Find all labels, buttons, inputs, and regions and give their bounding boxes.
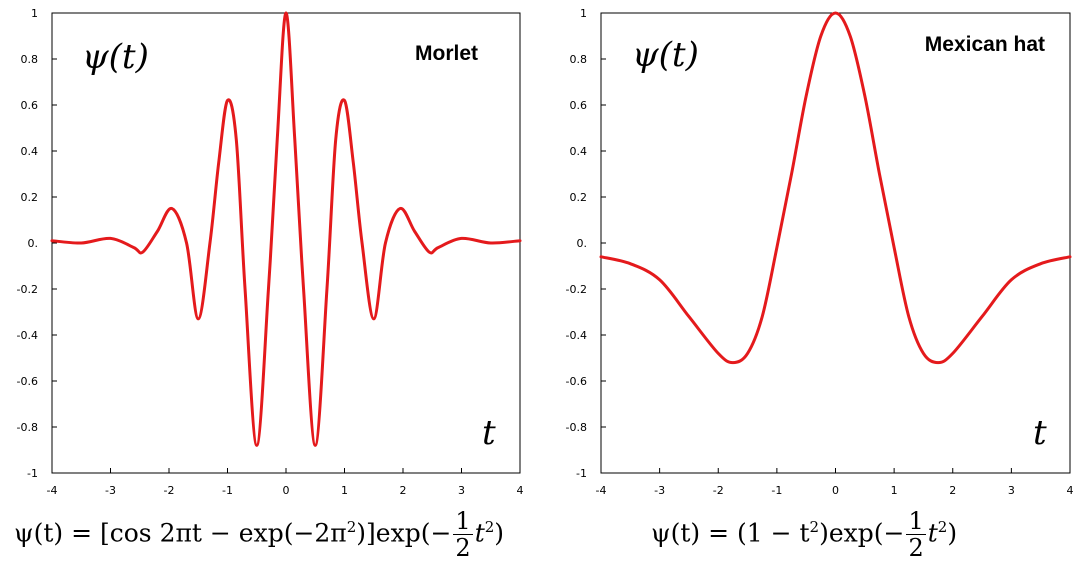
mexican-hat-xtick-label: 0 — [832, 484, 839, 497]
mexican-hat-ytick-label: -0.6 — [566, 375, 587, 388]
morlet-xtick-label: -2 — [164, 484, 175, 497]
mexican-hat-series-line — [599, 11, 1072, 365]
mexican-hat-formula-denominator: 2 — [908, 534, 924, 563]
morlet-ytick-label: 0.8 — [21, 53, 39, 66]
morlet-formula-denominator: 2 — [455, 534, 471, 563]
mexican-hat-ytick-label: 0.6 — [570, 99, 588, 112]
mexican-hat-xtick-label: -1 — [771, 484, 782, 497]
morlet-ytick-label: -0.2 — [17, 283, 38, 296]
morlet-ytick-label: -0.8 — [17, 421, 38, 434]
mexican-hat-formula-numerator: 1 — [906, 507, 926, 536]
mexican-hat-formula: ψ(t) = (1 − t2)exp(− 1 2 t2) — [651, 508, 957, 562]
mexican-hat-ytick-label: 0. — [577, 237, 588, 250]
morlet-xtick-label: 4 — [517, 484, 524, 497]
mexican-hat-xtick-label: 3 — [1008, 484, 1015, 497]
morlet-xtick-label: -4 — [47, 484, 58, 497]
mexican-hat-x-axis-label: t — [1033, 413, 1047, 453]
morlet-formula-mid: )]exp(− — [356, 518, 452, 548]
morlet-x-axis-label: t — [482, 413, 496, 453]
morlet-formula-t: t — [474, 518, 485, 548]
morlet-xtick-label: 0 — [283, 484, 290, 497]
morlet-ytick-label: -0.4 — [17, 329, 38, 342]
mexican-hat-y-axis-label: ψ(t) — [632, 35, 699, 75]
mexican-hat-ytick-label: 1 — [580, 7, 587, 20]
morlet-formula: ψ(t) = [cos 2πt − exp(−2π2)]exp(− 1 2 t2) — [14, 508, 504, 562]
mexican-hat-formula-mid: )exp(− — [819, 518, 905, 548]
morlet-chart-title: Morlet — [415, 42, 478, 65]
mexican-hat-xtick-label: -2 — [713, 484, 724, 497]
morlet-ytick-label: 1 — [31, 7, 38, 20]
morlet-ytick-label: -1 — [27, 467, 38, 480]
mexican-hat-ytick-label: 0.2 — [570, 191, 588, 204]
morlet-ytick-label: 0.6 — [21, 99, 39, 112]
morlet-formula-sup1: 2 — [346, 518, 357, 537]
mexican-hat-formula-lhs: ψ(t) = (1 − t — [651, 518, 810, 548]
mexican-hat-ytick-label: -0.4 — [566, 329, 587, 342]
morlet-chart: 1 0.8 0.6 0.4 0.2 0. -0.2 -0.4 -0.6 -0.8 -1 -4 -3 -2 -… — [17, 7, 524, 497]
morlet-ytick-label: 0.2 — [21, 191, 39, 204]
morlet-ytick-label: 0.4 — [21, 145, 39, 158]
mexican-hat-xtick-label: 1 — [891, 484, 898, 497]
morlet-formula-end: ) — [494, 518, 505, 548]
morlet-xtick-label: -3 — [105, 484, 116, 497]
mexican-hat-xtick-label: -3 — [654, 484, 665, 497]
mexican-hat-chart-title: Mexican hat — [925, 33, 1045, 56]
morlet-ytick-label: 0. — [28, 237, 39, 250]
morlet-series-line — [50, 11, 522, 447]
mexican-hat-ytick-label: -0.8 — [566, 421, 587, 434]
mexican-hat-plot-frame — [600, 12, 1071, 474]
mexican-hat-formula-t: t — [927, 518, 938, 548]
morlet-formula-sup2: 2 — [484, 518, 495, 537]
morlet-ytick-label: -0.6 — [17, 375, 38, 388]
morlet-y-axis-label: ψ(t) — [82, 37, 149, 77]
mexican-hat-formula-sup2: 2 — [937, 518, 948, 537]
mexican-hat-xtick-label: -4 — [596, 484, 607, 497]
mexican-hat-chart: 1 0.8 0.6 0.4 0.2 0. -0.2 -0.4 -0.6 -0.8 -1 -4 -3 -2 -… — [566, 7, 1074, 497]
mexican-hat-ytick-label: 0.8 — [570, 53, 588, 66]
mexican-hat-ytick-label: 0.4 — [570, 145, 588, 158]
morlet-formula-lhs: ψ(t) = [cos 2πt − exp(−2π — [14, 518, 347, 548]
mexican-hat-xtick-label: 4 — [1067, 484, 1074, 497]
morlet-formula-numerator: 1 — [453, 507, 473, 536]
mexican-hat-ytick-label: -1 — [576, 467, 587, 480]
morlet-xtick-label: 1 — [341, 484, 348, 497]
mexican-hat-ytick-label: -0.2 — [566, 283, 587, 296]
morlet-xtick-label: -1 — [222, 484, 233, 497]
mexican-hat-formula-end: ) — [947, 518, 958, 548]
mexican-hat-xtick-label: 2 — [949, 484, 956, 497]
morlet-xtick-label: 3 — [458, 484, 465, 497]
mexican-hat-formula-sup1: 2 — [809, 518, 820, 537]
morlet-xtick-label: 2 — [400, 484, 407, 497]
